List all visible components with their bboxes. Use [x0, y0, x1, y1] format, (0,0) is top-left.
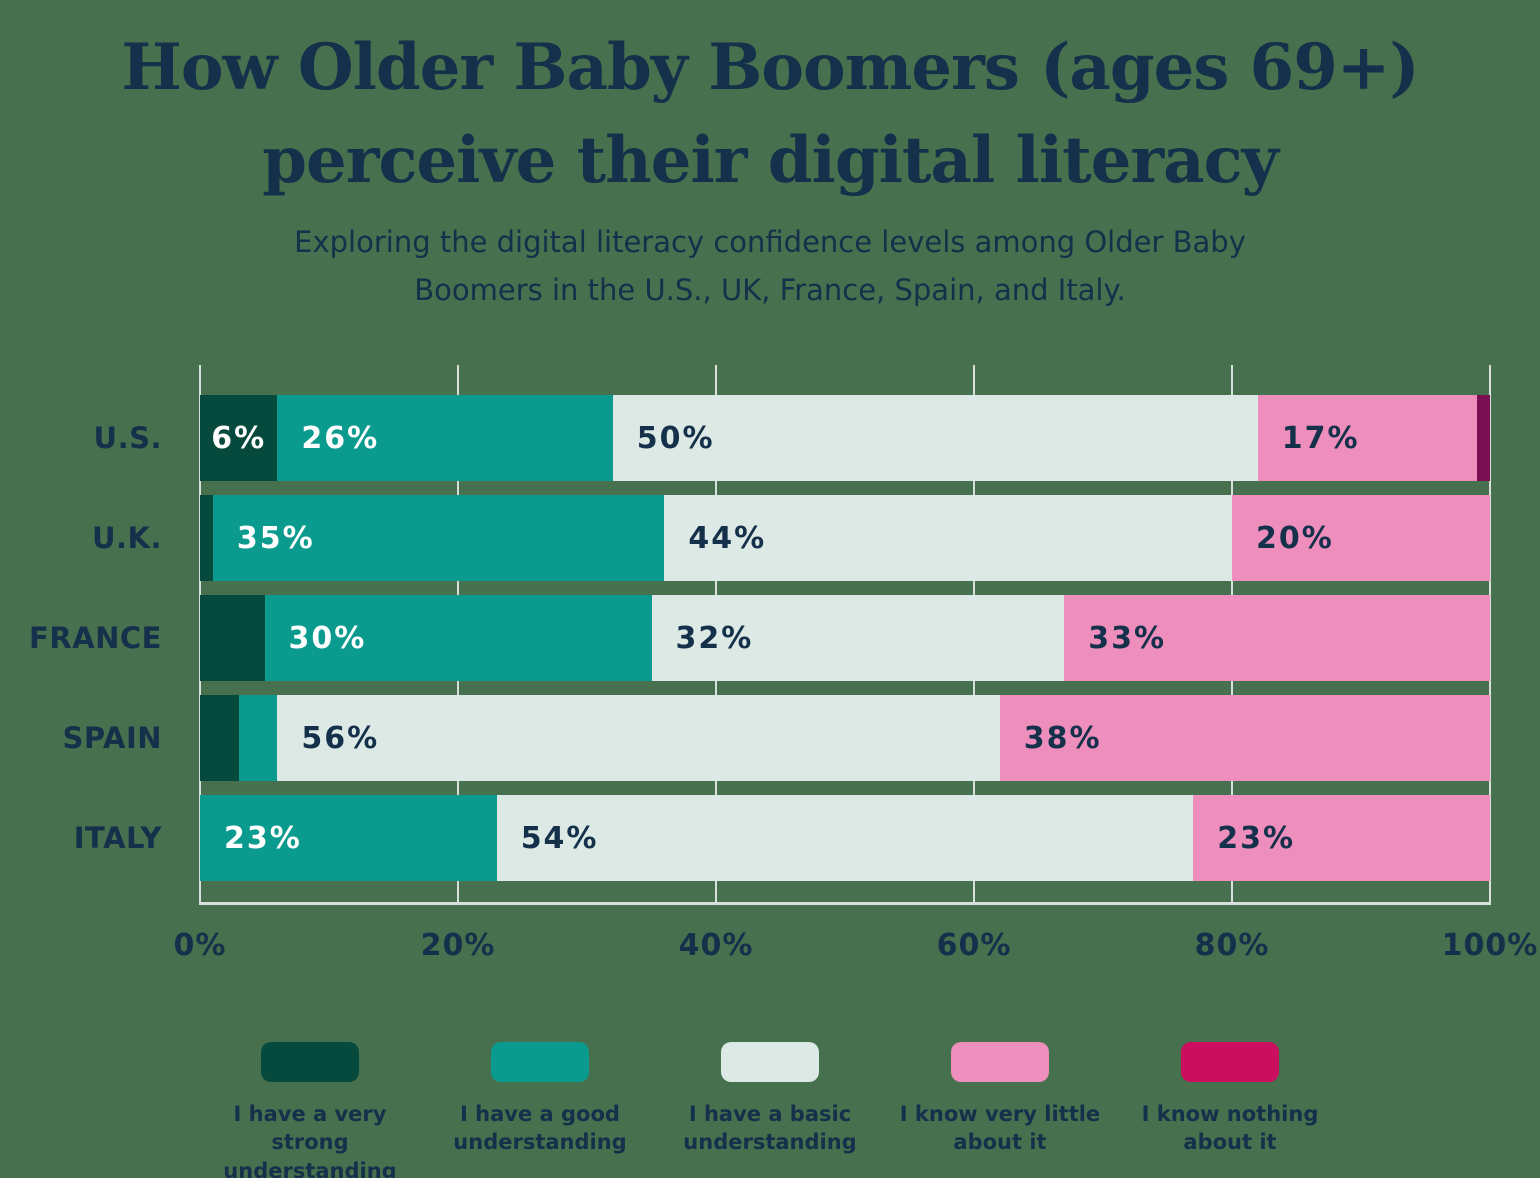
segment-value-label: 50% [636, 420, 715, 456]
x-tick-100%: 100% [1441, 928, 1539, 963]
chart-title-line-1: How Older Baby Boomers (ages 69+) [121, 30, 1419, 105]
legend-label-line: I have a basic [688, 1102, 852, 1126]
chart-title: How Older Baby Boomers (ages 69+) percei… [0, 22, 1540, 208]
legend-label-line: I know nothing [1141, 1102, 1319, 1126]
bar-segment: 38% [999, 695, 1490, 781]
legend-label-line: about it [1183, 1130, 1277, 1155]
legend-swatch [721, 1042, 819, 1082]
x-tick-40%: 40% [678, 928, 754, 963]
bar-segment: 33% [1064, 595, 1490, 681]
legend-item: I know nothing about it [1127, 1042, 1333, 1178]
segment-value-label: 56% [301, 720, 380, 756]
x-tick-80%: 80% [1194, 928, 1270, 963]
legend-swatch [1181, 1042, 1279, 1082]
legend-swatch [261, 1042, 359, 1082]
segment-value-label: 20% [1256, 520, 1334, 556]
segment-value-label: 54% [520, 820, 599, 856]
legend-swatch [951, 1042, 1049, 1082]
legend-label-line: about it [953, 1130, 1047, 1155]
bar-segment: 20% [1232, 495, 1490, 581]
bar-segment: 23% [200, 795, 497, 881]
segment-value-label: 26% [301, 420, 380, 456]
bar-segment: 26% [277, 395, 613, 481]
segment-value-label: 23% [1217, 820, 1296, 856]
x-axis-line [199, 902, 1491, 905]
segment-value-label: 23% [224, 820, 302, 856]
legend-label: I have a good understanding [437, 1100, 643, 1157]
row-label-france: FRANCE [29, 621, 162, 655]
bar-segment: 50% [612, 395, 1258, 481]
chart-subtitle: Exploring the digital literacy confidenc… [0, 218, 1540, 314]
legend-label-line: understanding [453, 1130, 627, 1155]
legend-label-line: I know very little [899, 1102, 1101, 1126]
x-tick-20%: 20% [420, 928, 496, 963]
segment-value-label: 33% [1088, 620, 1167, 656]
legend-item: I know very little about it [897, 1042, 1103, 1178]
bar-segment: 54% [496, 795, 1194, 881]
bar-segment: 6% [200, 395, 278, 481]
bar-segment [200, 495, 213, 581]
bar-segment [238, 695, 278, 781]
bar-segment: 35% [212, 495, 665, 581]
legend-label: I have a very strong understanding [207, 1100, 413, 1178]
row-label-uk: U.K. [91, 521, 162, 555]
bar-segment [200, 695, 239, 781]
chart-subtitle-line-1: Exploring the digital literacy confidenc… [294, 225, 1246, 259]
row-label-us: U.S. [93, 421, 162, 455]
x-tick-0%: 0% [173, 928, 227, 963]
legend-label-line: understanding [223, 1158, 397, 1178]
segment-value-label: 6% [211, 420, 267, 456]
segment-value-label: 17% [1281, 420, 1360, 456]
plot-area: 0% 20% 40% 60% 80% 100% U.S. 6% 26% 50% 17% U.K. 35%… [29, 365, 1537, 963]
legend-item: I have a basic understanding [667, 1042, 873, 1178]
legend-label-line: understanding [683, 1130, 857, 1155]
segment-value-label: 38% [1023, 720, 1102, 756]
chart-title-line-2: perceive their digital literacy [262, 122, 1279, 198]
legend-item: I have a good understanding [437, 1042, 643, 1178]
bar-segment: 44% [664, 495, 1232, 581]
chart-subtitle-line-2: Boomers in the U.S., UK, France, Spain, … [414, 273, 1126, 308]
legend-swatch [491, 1042, 589, 1082]
x-tick-60%: 60% [936, 928, 1012, 963]
segment-value-label: 44% [688, 520, 767, 556]
legend-label-line: I have a very strong [233, 1102, 387, 1155]
segment-value-label: 32% [675, 620, 754, 656]
segment-value-label: 30% [288, 620, 367, 656]
segment-value-label: 35% [236, 520, 315, 556]
bar-segment: 32% [651, 595, 1065, 681]
bar-segment [1477, 395, 1490, 481]
bar-segment: 30% [264, 595, 652, 681]
bar-segment: 17% [1257, 395, 1478, 481]
bar-segment: 23% [1193, 795, 1490, 881]
legend-label: I know very little about it [897, 1100, 1103, 1157]
legend-label-line: I have a good [460, 1102, 620, 1126]
bar-segment: 56% [277, 695, 1000, 781]
legend-label: I have a basic understanding [667, 1100, 873, 1157]
legend: I have a very strong understanding I have … [0, 1042, 1540, 1178]
bar-segment [200, 595, 265, 681]
legend-label: I know nothing about it [1127, 1100, 1333, 1157]
gridline-100% [1489, 365, 1491, 905]
legend-item: I have a very strong understanding [207, 1042, 413, 1178]
row-label-italy: ITALY [73, 821, 162, 855]
row-label-spain: SPAIN [62, 721, 162, 755]
